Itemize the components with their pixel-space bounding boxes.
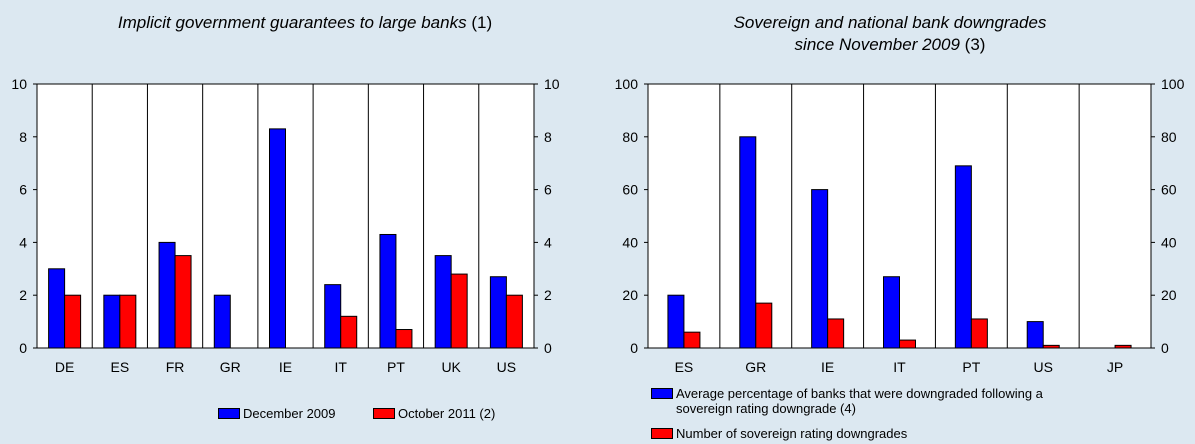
right-bar-blue-pt — [954, 165, 972, 349]
legend-item-avg-percentage-banks: Average percentage of banks that were do… — [651, 386, 1043, 401]
right-bar-red-gr — [755, 302, 773, 349]
right-bar-red-es — [683, 331, 701, 349]
left-ytick-label-right: 10 — [544, 76, 560, 92]
left-bar-red-de — [64, 294, 82, 349]
right-plot-frame — [647, 83, 1152, 349]
left-chart-title: Implicit government guarantees to large … — [40, 12, 570, 34]
left-bar-blue-ie — [269, 128, 286, 349]
legend-swatch-red — [373, 408, 395, 420]
left-ytick-label-left: 2 — [19, 287, 27, 303]
left-bar-blue-it — [324, 284, 342, 349]
left-ytick-label-left: 0 — [19, 340, 27, 356]
right-ytick-label-right: 20 — [1161, 287, 1177, 303]
right-bar-blue-gr — [739, 136, 757, 349]
left-ytick-label-right: 4 — [544, 234, 552, 250]
legend-swatch-red-right — [651, 428, 673, 440]
right-ytick-label-right: 100 — [1161, 76, 1185, 92]
legend-item-sovereign-downgrades: Number of sovereign rating downgrades — [651, 426, 907, 441]
left-bar-red-us — [505, 294, 523, 349]
right-chart-title-suffix: (3) — [964, 35, 986, 54]
legend-swatch-blue — [218, 408, 240, 420]
left-xtick-label-gr: GR — [220, 359, 241, 375]
right-bar-blue-ie — [811, 189, 829, 349]
right-bar-red-it — [899, 339, 916, 349]
right-xtick-label-es: ES — [675, 359, 694, 375]
left-xtick-label-es: ES — [110, 359, 129, 375]
right-chart-title-line1: Sovereign and national bank downgrades — [733, 13, 1047, 32]
right-ytick-label-right: 80 — [1161, 129, 1177, 145]
left-xtick-label-it: IT — [334, 359, 347, 375]
left-chart-title-suffix: (1) — [471, 13, 493, 32]
left-xtick-label-uk: UK — [441, 359, 461, 375]
legend-label-avg-percentage-line2: sovereign rating downgrade (4) — [676, 401, 856, 416]
legend-label-december-2009: December 2009 — [243, 406, 336, 421]
left-ytick-label-left: 4 — [19, 234, 27, 250]
right-xtick-label-gr: GR — [745, 359, 766, 375]
left-bar-red-fr — [174, 255, 192, 349]
left-xtick-label-ie: IE — [279, 359, 292, 375]
right-ytick-label-left: 100 — [615, 76, 639, 92]
left-chart-title-text: Implicit government guarantees to large … — [117, 13, 467, 32]
left-plot-frame — [36, 83, 535, 349]
left-bar-blue-es — [103, 294, 121, 349]
right-ytick-label-left: 80 — [622, 129, 638, 145]
left-bar-blue-gr — [213, 294, 231, 349]
left-bar-blue-us — [489, 276, 507, 349]
legend-swatch-blue-right — [651, 388, 673, 400]
right-xtick-label-it: IT — [893, 359, 906, 375]
right-bar-blue-us — [1026, 321, 1044, 349]
left-ytick-label-left: 6 — [19, 182, 27, 198]
left-xtick-label-fr: FR — [166, 359, 185, 375]
right-xtick-label-jp: JP — [1107, 359, 1123, 375]
left-bar-blue-pt — [379, 233, 397, 349]
right-ytick-label-left: 40 — [622, 234, 638, 250]
legend-item-avg-percentage-banks-line2: sovereign rating downgrade (4) — [676, 401, 856, 416]
right-ytick-label-right: 0 — [1161, 340, 1169, 356]
right-xtick-label-us: US — [1033, 359, 1052, 375]
left-bar-blue-fr — [158, 241, 176, 349]
left-ytick-label-right: 8 — [544, 129, 552, 145]
left-ytick-label-right: 6 — [544, 182, 552, 198]
right-bar-blue-it — [883, 276, 900, 349]
left-ytick-label-left: 8 — [19, 129, 27, 145]
legend-item-october-2011: October 2011 (2) — [373, 406, 495, 421]
left-ytick-label-left: 10 — [11, 76, 27, 92]
right-ytick-label-left: 20 — [622, 287, 638, 303]
right-ytick-label-left: 60 — [622, 182, 638, 198]
left-bar-blue-uk — [434, 255, 452, 349]
legend-label-october-2011: October 2011 (2) — [398, 406, 496, 421]
left-bar-red-pt — [395, 329, 413, 349]
left-bar-red-uk — [450, 273, 468, 349]
left-xtick-label-us: US — [497, 359, 516, 375]
right-xtick-label-pt: PT — [962, 359, 980, 375]
right-bar-blue-es — [667, 294, 685, 349]
right-ytick-label-right: 60 — [1161, 182, 1177, 198]
legend-label-avg-percentage-line1: Average percentage of banks that were do… — [676, 386, 1043, 401]
left-xtick-label-de: DE — [55, 359, 74, 375]
left-xtick-label-pt: PT — [387, 359, 405, 375]
left-bar-red-it — [340, 315, 358, 349]
right-xtick-label-ie: IE — [821, 359, 834, 375]
left-bar-red-es — [119, 294, 137, 349]
right-bar-red-ie — [827, 318, 845, 349]
right-ytick-label-left: 0 — [630, 340, 638, 356]
left-bar-blue-de — [48, 268, 66, 349]
legend-label-sovereign-downgrades: Number of sovereign rating downgrades — [676, 426, 908, 441]
legend-item-december-2009: December 2009 — [218, 406, 336, 421]
right-bar-red-pt — [970, 318, 988, 349]
left-ytick-label-right: 0 — [544, 340, 552, 356]
right-ytick-label-right: 40 — [1161, 234, 1177, 250]
left-ytick-label-right: 2 — [544, 287, 552, 303]
right-chart-title: Sovereign and national bank downgrades s… — [620, 12, 1160, 56]
right-chart-title-line2: since November 2009 — [794, 35, 960, 54]
